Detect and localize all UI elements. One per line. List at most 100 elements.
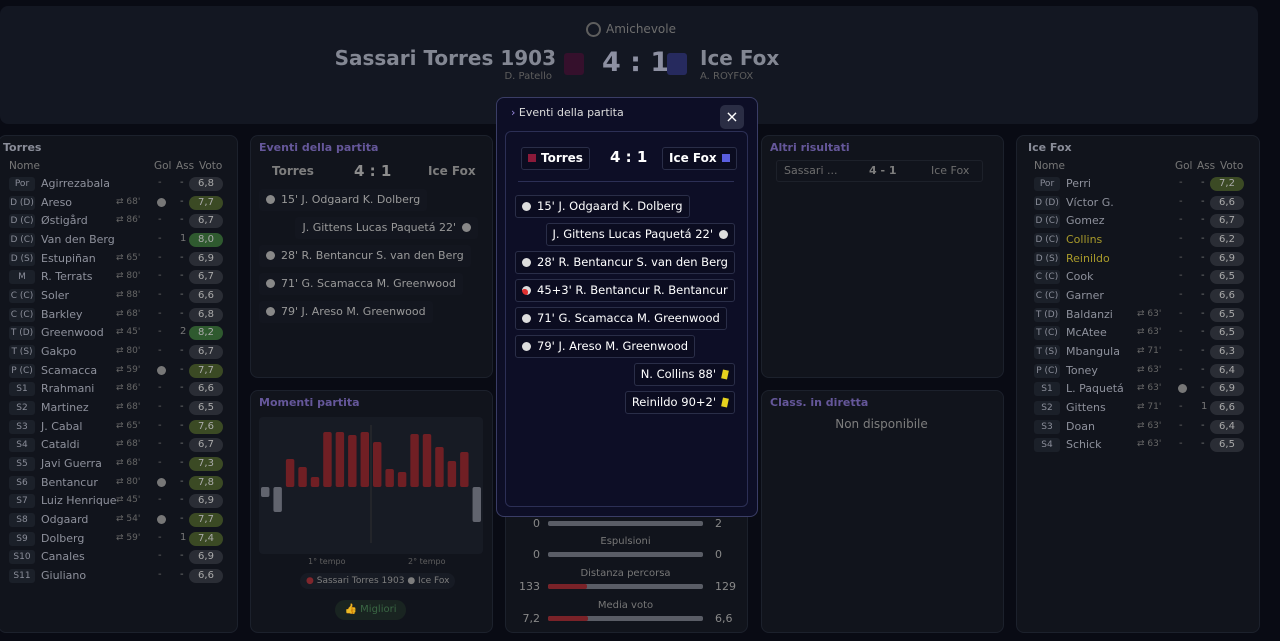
yellow-card [721, 369, 729, 380]
event-player: N. Collins [640, 367, 695, 381]
rating: 6,5 [1210, 270, 1244, 285]
goals: - [1179, 419, 1183, 431]
player-role: S8 [9, 513, 35, 528]
player-role: T (D) [9, 326, 35, 341]
player-name: Areso [41, 195, 73, 209]
modal-event: Reinildo 90+2' [624, 391, 735, 414]
assists: - [180, 494, 184, 506]
player-role: S3 [1034, 419, 1060, 434]
competition: Amichevole [586, 22, 676, 37]
assists: - [1201, 214, 1205, 226]
sub-minute-text: 59' [126, 532, 141, 543]
event-minute: 22' [695, 227, 713, 241]
sub-minute: ⇄ 59' [116, 364, 141, 375]
sub-minute-text: 68' [126, 402, 141, 413]
sub-minute-text: 63' [1147, 327, 1162, 338]
momentum-bar [360, 432, 369, 487]
player-name: Doan [1066, 419, 1095, 433]
event-assist: Lucas Paquetá [608, 227, 692, 241]
goals: - [158, 289, 162, 301]
assists: - [1201, 251, 1205, 263]
best-button[interactable]: 👍 Migliori [335, 600, 406, 620]
modal-title: › Eventi della partita [511, 106, 624, 119]
assists: - [180, 569, 184, 581]
assists: - [180, 550, 184, 562]
event-minute: 45+3' [537, 283, 572, 297]
sub-minute: ⇄ 80' [116, 476, 141, 487]
player-role: D (C) [1034, 233, 1060, 247]
rating: 6,9 [189, 550, 223, 565]
player-role: D (C) [9, 214, 35, 229]
sub-minute-text: 68' [126, 196, 141, 207]
goals: - [158, 569, 162, 581]
event-player: R. Bentancur [301, 249, 373, 262]
momentum-bar [435, 447, 444, 487]
sub-minute: ⇄ 71' [1137, 346, 1162, 357]
event-player: R. Bentancur [575, 283, 650, 297]
assists: - [1201, 270, 1205, 282]
stat-label: Distanza percorsa [580, 568, 671, 579]
rating: 6,9 [189, 494, 223, 509]
stat-track [548, 584, 703, 589]
goals: - [158, 214, 162, 226]
momentum-bar [410, 434, 419, 487]
stat-bar [548, 584, 587, 589]
sub-minute-text: 86' [126, 215, 141, 226]
goals: - [158, 382, 162, 394]
goals: - [1179, 177, 1183, 188]
sub-minute-text: 65' [126, 420, 141, 431]
column-header: Nome [1034, 160, 1065, 172]
event-player: Reinildo [631, 395, 678, 409]
rating: 6,7 [189, 270, 223, 285]
rating: 6,7 [1210, 214, 1244, 229]
player-role: Por [1034, 177, 1060, 191]
player-name: Barkley [41, 307, 83, 321]
player-name: Odgaard [41, 513, 89, 527]
player-name: Javi Guerra [41, 457, 102, 471]
modal-event: 45+3' R. Bentancur R. Bentancur [515, 279, 735, 302]
sub-minute: ⇄ 45' [116, 327, 141, 338]
player-name: Dolberg [41, 531, 85, 545]
momentum-bar [472, 487, 481, 522]
assists: 1 [180, 531, 187, 543]
momentum-bar [385, 469, 394, 487]
sub-minute: ⇄ 63' [1137, 420, 1162, 431]
assists: 1 [1201, 401, 1208, 413]
away-team: Ice Fox [700, 46, 780, 70]
player-name: Canales [41, 550, 85, 564]
player-role: C (C) [9, 307, 35, 322]
events-score: 4 : 1 [354, 162, 392, 180]
player-name: Gomez [1066, 214, 1105, 228]
player-role: S4 [1034, 438, 1060, 453]
column-header: Nome [9, 160, 40, 172]
player-role: D (C) [1034, 214, 1060, 229]
goals: - [1179, 401, 1183, 413]
rating: 6,7 [189, 345, 223, 360]
goal-icon [522, 342, 531, 351]
goal-icon [266, 279, 275, 288]
competition-name: Amichevole [606, 22, 676, 36]
goals: - [158, 233, 162, 244]
legend: ● Sassari Torres 1903 ● Ice Fox [300, 573, 456, 589]
close-button[interactable]: × [720, 105, 744, 129]
rating: 6,9 [1210, 382, 1244, 397]
player-name: Baldanzi [1066, 307, 1113, 321]
sub-minute-text: 68' [126, 439, 141, 450]
player-role: P (C) [9, 363, 35, 378]
player-name: Garner [1066, 289, 1104, 303]
assists: - [180, 345, 184, 357]
sub-minute: ⇄ 68' [116, 458, 141, 469]
player-name: Cataldi [41, 438, 80, 452]
rating: 6,6 [189, 382, 223, 397]
sub-minute: ⇄ 68' [116, 308, 141, 319]
away-badge [667, 53, 687, 75]
player-role: C (C) [9, 289, 35, 304]
goal-icon [157, 477, 166, 487]
events-away: Ice Fox [428, 164, 476, 178]
event-assist: K. Dolberg [622, 199, 683, 213]
sub-minute-text: 68' [126, 458, 141, 469]
rating: 7,7 [189, 195, 223, 210]
player-role: D (S) [1034, 251, 1060, 266]
goal-icon [157, 365, 166, 375]
stat-label: Espulsioni [600, 536, 651, 547]
